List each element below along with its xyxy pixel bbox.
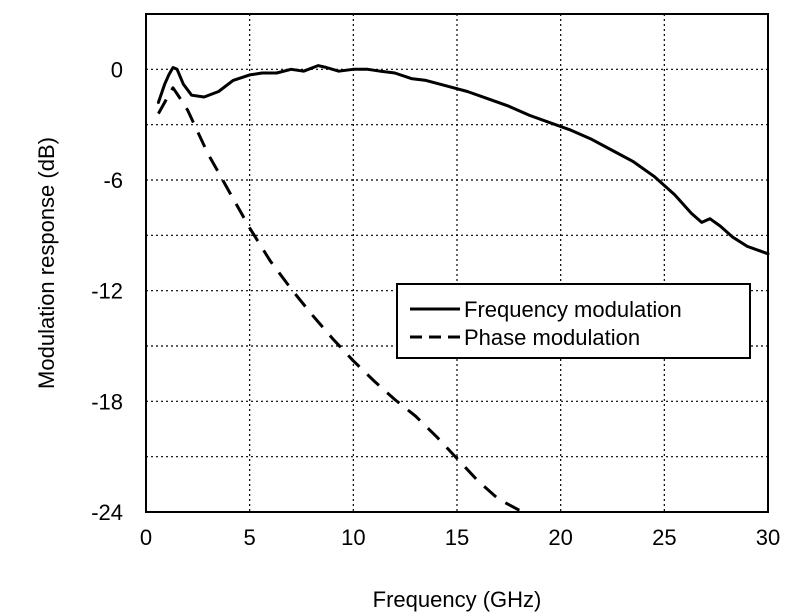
y-tick-label: -24 [91, 500, 123, 525]
phase-modulation-line [157, 86, 528, 514]
y-axis-label: Modulation response (dB) [34, 137, 59, 389]
y-tick-label: 0 [111, 57, 123, 82]
x-tick-label: 25 [652, 525, 676, 550]
y-tick-label: -12 [91, 279, 123, 304]
legend-label: Frequency modulation [464, 297, 682, 322]
y-tick-label: -6 [103, 168, 123, 193]
x-axis-label: Frequency (GHz) [373, 587, 542, 612]
y-tick-label: -18 [91, 389, 123, 414]
x-tick-label: 5 [244, 525, 256, 550]
plot-area [156, 64, 770, 514]
x-tick-label: 20 [548, 525, 572, 550]
legend-box [396, 283, 751, 359]
x-tick-label: 0 [140, 525, 152, 550]
plot-frame [145, 13, 769, 513]
x-tick-label: 30 [756, 525, 780, 550]
x-tick-label: 15 [445, 525, 469, 550]
legend-label: Phase modulation [464, 325, 640, 350]
axis-ticks: 0 5 10 15 20 25 30 0 -6 -12 -18 -24 [91, 57, 780, 550]
x-tick-label: 10 [341, 525, 365, 550]
legend: Frequency modulation Phase modulation [396, 283, 751, 359]
frequency-modulation-line [156, 64, 770, 256]
